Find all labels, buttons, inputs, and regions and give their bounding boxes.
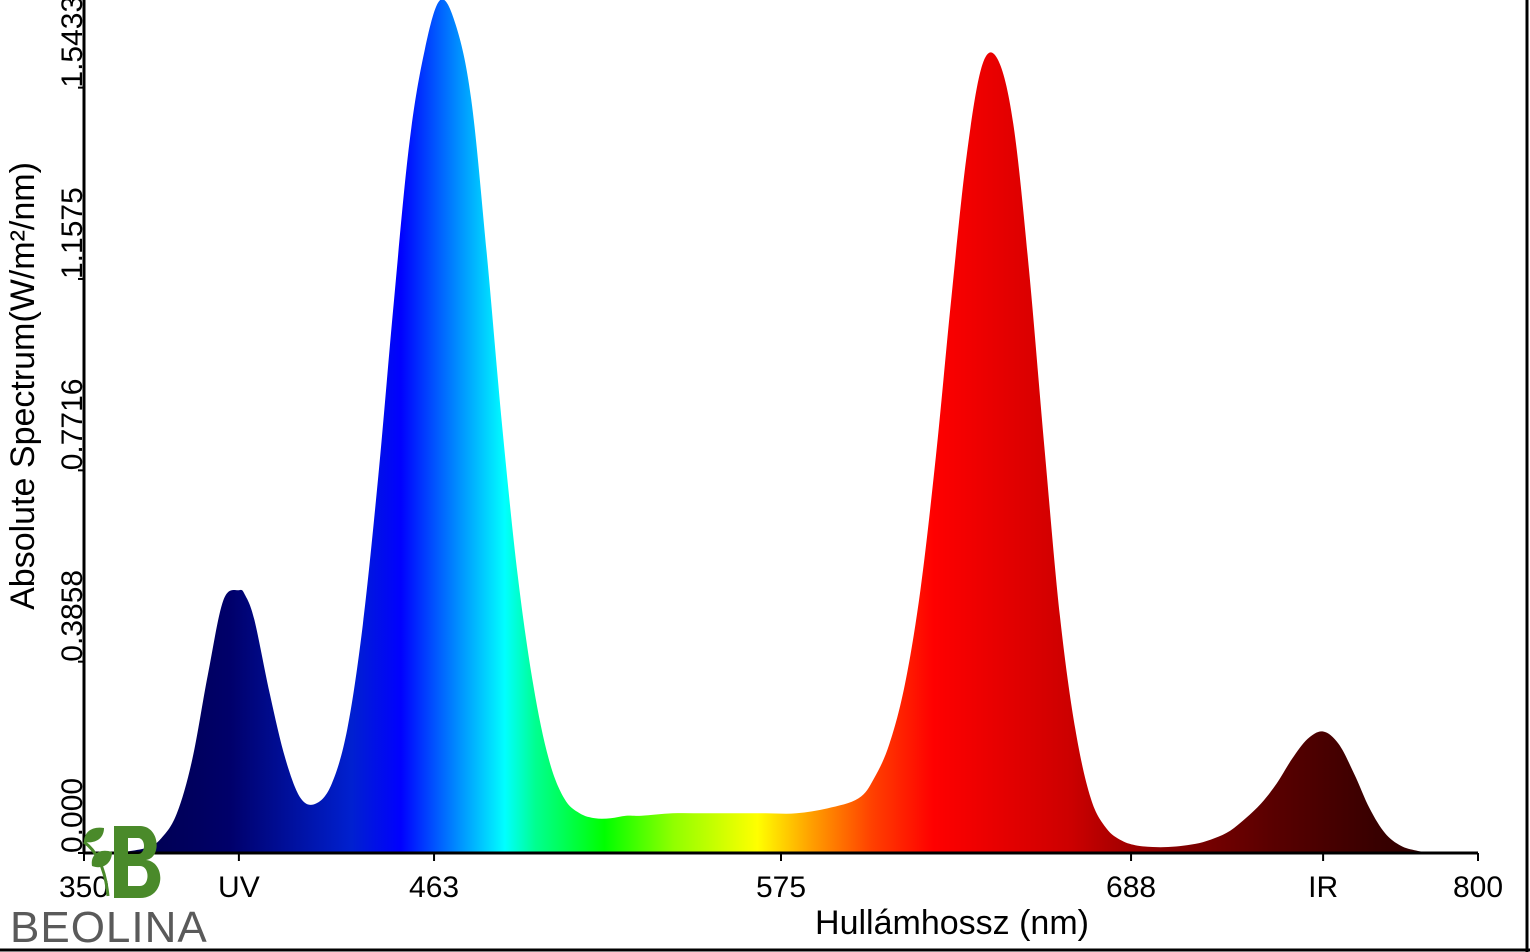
- logo-text: BEOLINA: [10, 903, 208, 952]
- x-tick-label: 575: [756, 871, 806, 904]
- x-tick-label: IR: [1308, 871, 1338, 904]
- x-tick-label: UV: [218, 871, 260, 904]
- x-tick-label: 463: [409, 871, 459, 904]
- leaf-icon: [83, 827, 112, 897]
- y-tick-label: 0.3858: [56, 570, 89, 662]
- x-tick-label: 688: [1106, 871, 1156, 904]
- x-axis-title: Hullámhossz (nm): [815, 904, 1089, 942]
- y-tick-label: 1.1575: [56, 187, 89, 279]
- y-tick-label: 0.7716: [56, 379, 89, 471]
- y-axis-title: Absolute Spectrum(W/m²/nm): [4, 162, 42, 610]
- spectrum-area: [115, 0, 1432, 853]
- y-tick-group: 0.000 0.3858 0.7716 1.1575 1.5433: [56, 0, 89, 854]
- y-tick-label: 1.5433: [56, 0, 89, 88]
- x-tick-group: 350 UV 463 575 688 IR 800: [59, 853, 1503, 904]
- beolina-logo: BEOLINA: [10, 826, 208, 952]
- x-tick-label: 800: [1453, 871, 1503, 904]
- y-tick-label: 0.000: [56, 778, 89, 853]
- x-tick-label: 350: [59, 871, 109, 904]
- b-letter-icon: [114, 826, 161, 898]
